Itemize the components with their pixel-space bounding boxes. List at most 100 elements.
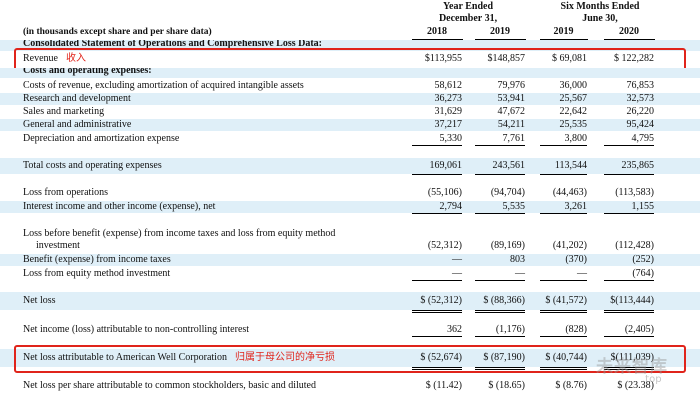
rnd-row: Research and development 36,273 53,941 2…: [0, 93, 700, 105]
units-row: (in thousands except share and per share…: [0, 26, 700, 38]
equity-loss-2018: —: [412, 268, 462, 281]
revenue-row: Revenue 收入 $113,955 $148,857 $ 69,081 $ 1…: [0, 53, 700, 65]
benefit-h1-2020: (252): [632, 254, 654, 265]
interest-row: Interest income and other income (expens…: [0, 201, 700, 214]
net-loss-h1-2020: $(113,444): [604, 292, 654, 313]
cost-of-revenue-h1-2020: 76,853: [626, 80, 655, 91]
benefit-row: Benefit (expense) from income taxes — 80…: [0, 254, 700, 266]
year-underline-1: [412, 39, 463, 40]
interest-2019: 5,535: [475, 201, 525, 214]
revenue-h1-2020: $ 122,282: [614, 53, 654, 64]
six-months-header: Six Months Ended June 30,: [540, 1, 660, 25]
revenue-label: Revenue: [23, 53, 58, 64]
loss-ops-label: Loss from operations: [23, 187, 108, 198]
nci-h1-2020: (2,405): [604, 324, 654, 337]
gna-label: General and administrative: [23, 119, 132, 130]
rnd-h1-2019: 25,567: [559, 93, 588, 104]
benefit-label: Benefit (expense) from income taxes: [23, 254, 171, 265]
total-costs-h1-2019: 113,544: [540, 158, 587, 175]
sales-label: Sales and marketing: [23, 106, 105, 117]
cost-of-revenue-2019: 79,976: [497, 80, 526, 91]
benefit-2018: —: [452, 254, 462, 265]
year-2018: 2018: [427, 26, 447, 37]
loss-ops-2018: (55,106): [427, 187, 462, 198]
dna-label: Depreciation and amortization expense: [23, 133, 180, 144]
eps-2018: $ (11.42): [425, 380, 462, 391]
sales-h1-2020: 26,220: [626, 106, 655, 117]
six-months-line1: Six Months Ended: [560, 1, 640, 12]
revenue-2018: $113,955: [424, 53, 462, 64]
year-2019-annual: 2019: [490, 26, 510, 37]
gna-2019: 54,211: [497, 119, 525, 130]
net-loss-amwell-cn-label: 归属于母公司的净亏损: [234, 352, 335, 363]
revenue-2019: $148,857: [487, 53, 526, 64]
net-loss-amwell-2018: $ (52,674): [412, 349, 462, 370]
rnd-2019: 53,941: [497, 93, 526, 104]
rnd-h1-2020: 32,573: [626, 93, 655, 104]
watermark-suffix: .top: [642, 374, 662, 385]
section-title: Consolidated Statement of Operations and…: [23, 40, 322, 49]
loss-before-row-2: investment (52,312) (89,169) (41,202) (1…: [0, 240, 700, 252]
rnd-label: Research and development: [23, 93, 131, 104]
loss-before-2019: (89,169): [490, 240, 525, 251]
loss-ops-2019: (94,704): [490, 187, 525, 198]
loss-before-label-2: investment: [36, 240, 80, 251]
rnd-2018: 36,273: [434, 93, 463, 104]
year-underline-4: [604, 39, 655, 40]
nci-h1-2019: (828): [540, 324, 587, 337]
net-loss-2018: $ (52,312): [412, 292, 462, 313]
dna-2018: 5,330: [412, 133, 462, 146]
net-loss-amwell-h1-2020: $(111,039): [604, 349, 654, 370]
eps-h1-2019: $ (8.76): [555, 380, 587, 391]
net-loss-row: Net loss $ (52,312) $ (88,366) $ (41,572…: [0, 292, 700, 313]
year-2019-six-month: 2019: [553, 26, 574, 37]
net-loss-amwell-label: Net loss attributable to American Well C…: [23, 352, 227, 363]
dna-h1-2019: 3,800: [540, 133, 587, 146]
interest-2018: 2,794: [412, 201, 462, 214]
gna-row: General and administrative 37,217 54,211…: [0, 119, 700, 131]
year-ended-line1: Year Ended: [442, 1, 494, 12]
gna-h1-2019: 25,535: [559, 119, 588, 130]
total-costs-2018: 169,061: [412, 158, 462, 175]
sales-h1-2019: 22,642: [559, 106, 588, 117]
interest-label: Interest income and other income (expens…: [23, 201, 216, 212]
gna-2018: 37,217: [434, 119, 463, 130]
cost-of-revenue-2018: 58,612: [434, 80, 463, 91]
cost-of-revenue-row: Costs of revenue, excluding amortization…: [0, 80, 700, 92]
year-ended-header: Year Ended December 31,: [418, 1, 518, 25]
equity-loss-label: Loss from equity method investment: [23, 268, 171, 279]
net-loss-amwell-2019: $ (87,190): [475, 349, 525, 370]
units-note: (in thousands except share and per share…: [23, 27, 212, 37]
net-loss-amwell-row: Net loss attributable to American Well C…: [0, 349, 700, 370]
interest-h1-2019: 3,261: [540, 201, 587, 214]
loss-ops-h1-2020: (113,583): [615, 187, 654, 198]
sales-2018: 31,629: [434, 106, 463, 117]
net-loss-amwell-h1-2019: $ (40,744): [540, 349, 587, 370]
total-costs-label: Total costs and operating expenses: [23, 160, 162, 171]
cost-of-revenue-label: Costs of revenue, excluding amortization…: [23, 80, 304, 91]
loss-before-2018: (52,312): [427, 240, 462, 251]
total-costs-row: Total costs and operating expenses 169,0…: [0, 158, 700, 175]
year-2020-six-month: 2020: [619, 26, 639, 37]
sales-2019: 47,672: [497, 106, 526, 117]
revenue-h1-2019: $ 69,081: [552, 53, 587, 64]
costs-header-row: Costs and operating expenses:: [0, 68, 700, 78]
nci-2019: (1,176): [475, 324, 525, 337]
interest-h1-2020: 1,155: [604, 201, 654, 214]
net-loss-2019: $ (88,366): [475, 292, 525, 313]
loss-before-label-1: Loss before benefit (expense) from incom…: [23, 228, 336, 239]
cost-of-revenue-h1-2019: 36,000: [559, 80, 588, 91]
equity-loss-h1-2019: —: [540, 268, 587, 281]
dna-row: Depreciation and amortization expense 5,…: [0, 133, 700, 146]
gna-h1-2020: 95,424: [626, 119, 655, 130]
year-underline-2: [475, 39, 526, 40]
eps-label: Net loss per share attributable to commo…: [23, 380, 316, 391]
benefit-2019: 803: [510, 254, 525, 265]
loss-ops-row: Loss from operations (55,106) (94,704) (…: [0, 187, 700, 199]
loss-before-h1-2019: (41,202): [552, 240, 587, 251]
eps-2019: $ (18.65): [488, 380, 525, 391]
sales-row: Sales and marketing 31,629 47,672 22,642…: [0, 106, 700, 118]
revenue-cn-label: 收入: [66, 53, 86, 64]
year-ended-line2: December 31,: [438, 13, 498, 24]
dna-h1-2020: 4,795: [604, 133, 654, 146]
